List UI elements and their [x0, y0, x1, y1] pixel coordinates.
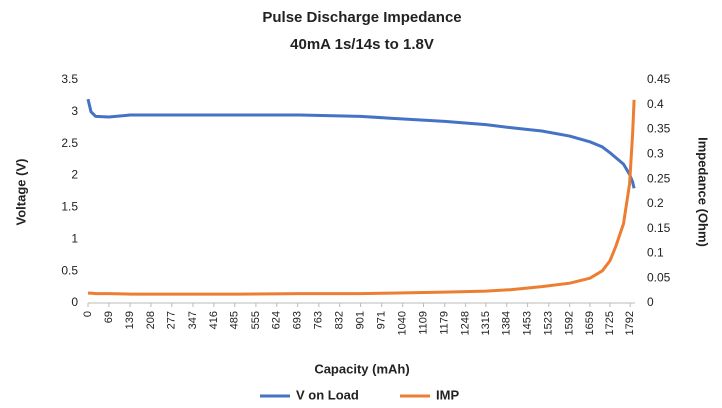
y-tick-label: 3 — [71, 104, 78, 118]
y2-tick-label: 0.1 — [647, 246, 664, 260]
x-tick-label: 277 — [166, 311, 178, 329]
legend-label: IMP — [436, 387, 459, 402]
x-tick-label: 485 — [229, 311, 241, 329]
y-axis-title: Voltage (V) — [13, 159, 28, 226]
x-tick-label: 1792 — [624, 311, 636, 335]
x-tick-label: 0 — [82, 311, 94, 317]
y-tick-label: 1 — [71, 231, 78, 245]
x-tick-label: 693 — [292, 311, 304, 329]
y2-tick-label: 0.2 — [647, 196, 664, 210]
x-tick-label: 1659 — [584, 311, 596, 335]
series-line — [86, 98, 636, 189]
y2-tick-label: 0 — [647, 295, 654, 309]
x-tick-label: 763 — [313, 311, 325, 329]
x-tick-label: 555 — [250, 311, 262, 329]
x-tick-label: 1040 — [397, 311, 409, 335]
x-tick-label: 139 — [124, 311, 136, 329]
y-tick-label: 0 — [71, 295, 78, 309]
x-tick-label: 416 — [208, 311, 220, 329]
y2-tick-label: 0.05 — [647, 270, 671, 284]
x-tick-label: 1315 — [480, 311, 492, 335]
y-tick-label: 3.5 — [61, 72, 78, 86]
y2-tick-label: 0.45 — [647, 72, 671, 86]
x-tick-label: 347 — [187, 311, 199, 329]
x-axis-title: Capacity (mAh) — [314, 361, 409, 376]
x-tick-label: 1725 — [604, 311, 616, 335]
x-tick-label: 1248 — [459, 311, 471, 335]
x-tick-label: 901 — [354, 311, 366, 329]
y-tick-label: 2.5 — [61, 136, 78, 150]
y2-axis-title: Impedance (Ohm) — [696, 137, 711, 247]
series-line — [88, 99, 636, 296]
x-tick-label: 1384 — [501, 311, 513, 335]
x-tick-label: 69 — [103, 311, 115, 323]
y2-tick-label: 0.35 — [647, 122, 671, 136]
chart-subtitle: 40mA 1s/14s to 1.8V — [290, 36, 434, 53]
y2-tick-label: 0.25 — [647, 171, 671, 185]
x-tick-label: 1179 — [439, 311, 451, 335]
x-tick-label: 1523 — [543, 311, 555, 335]
legend-label: V on Load — [296, 387, 359, 402]
x-tick-label: 971 — [376, 311, 388, 329]
x-tick-label: 1109 — [417, 311, 429, 335]
y2-tick-label: 0.15 — [647, 221, 671, 235]
y-tick-label: 1.5 — [61, 200, 78, 214]
y-tick-label: 2 — [71, 168, 78, 182]
x-tick-label: 832 — [334, 311, 346, 329]
x-tick-label: 1592 — [564, 311, 576, 335]
x-tick-label: 1453 — [522, 311, 534, 335]
x-tick-label: 624 — [271, 311, 283, 329]
y2-tick-label: 0.4 — [647, 97, 664, 111]
chart-title: Pulse Discharge Impedance — [262, 9, 461, 26]
x-tick-label: 208 — [145, 311, 157, 329]
y-tick-label: 0.5 — [61, 263, 78, 277]
y2-tick-label: 0.3 — [647, 147, 664, 161]
